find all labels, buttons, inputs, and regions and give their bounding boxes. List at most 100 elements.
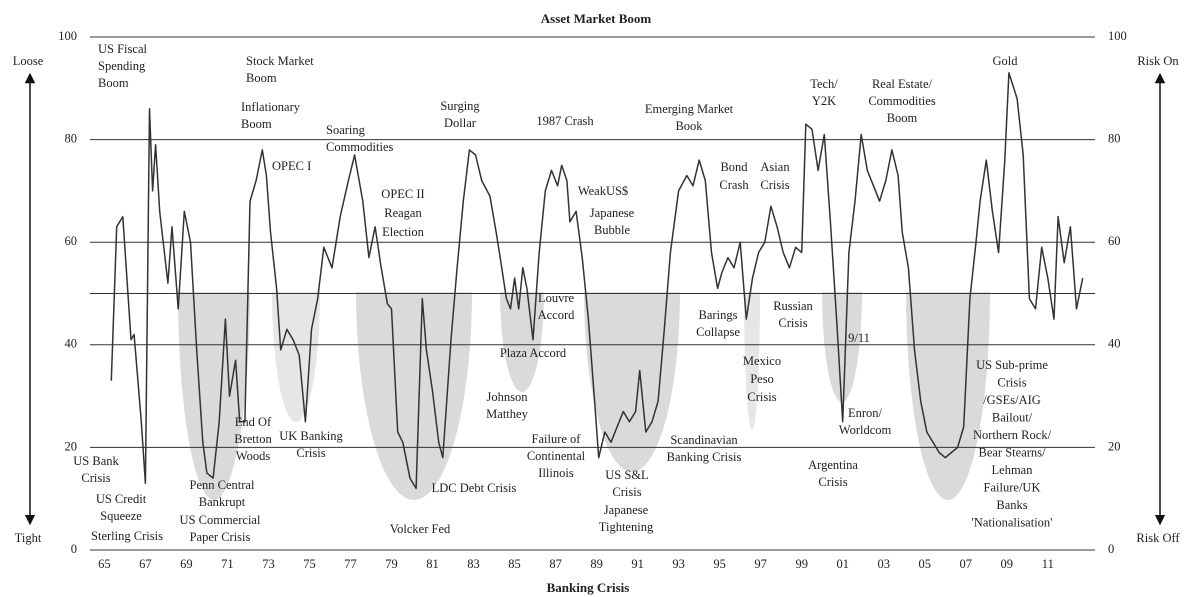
annotation: 9/11 [848,331,870,345]
annotation: Tech/ [810,77,838,91]
x-tick-label: 09 [1001,557,1014,571]
annotation: Reagan [384,206,422,220]
annotation: Crisis [760,178,789,192]
annotation: Election [382,225,424,239]
annotation: Barings [699,308,738,322]
annotation: Y2K [812,94,836,108]
x-tick-label: 01 [836,557,849,571]
annotation: Bubble [594,223,631,237]
annotation: Scandinavian [670,433,738,447]
x-tick-label: 83 [467,557,480,571]
crisis-shade [906,292,990,500]
y-tick-label: 60 [65,234,78,248]
annotation: OPEC I [272,159,311,173]
x-tick-label: 71 [221,557,234,571]
x-tick-label: 03 [877,557,890,571]
annotation: Gold [993,54,1019,68]
annotation: Banks [996,498,1027,512]
annotation: Bailout/ [992,410,1033,424]
annotation: /GSEs/AIG [983,393,1041,407]
annotation: Worldcom [839,423,892,437]
annotation: Tightening [599,520,654,534]
annotation: Crisis [997,375,1026,389]
annotation: Mexico [743,354,781,368]
annotation: Russian [773,299,813,313]
annotation: Louvre [538,291,575,305]
annotation: Enron/ [848,406,883,420]
annotation: LDC Debt Crisis [432,481,517,495]
annotation: Boom [887,111,918,125]
annotation: Illinois [538,466,574,480]
x-tick-label: 93 [672,557,685,571]
annotation: Spending [98,59,146,73]
x-tick-label: 77 [344,557,357,571]
x-tick-label: 79 [385,557,398,571]
annotation: Accord [538,308,576,322]
x-tick-label: 85 [508,557,521,571]
annotation: Squeeze [100,509,142,523]
annotation: US Fiscal [98,42,147,56]
crisis-shade [356,292,472,500]
y2-tick-label: 20 [1108,439,1121,453]
x-tick-label: 91 [631,557,644,571]
loose-label: Loose [13,54,44,68]
risk-off-label: Risk Off [1136,531,1180,545]
annotation: Woods [236,449,271,463]
crisis-shade [272,292,320,422]
annotation: Sterling Crisis [91,529,163,543]
annotation: Argentina [808,458,858,472]
annotation: Boom [241,117,272,131]
x-tick-label: 07 [960,557,973,571]
annotation: Plaza Accord [500,346,567,360]
annotation: Crisis [612,485,641,499]
annotation: Northern Rock/ [973,428,1052,442]
annotation: Book [675,119,703,133]
annotation: Commodities [326,140,394,154]
annotation: OPEC II [381,187,424,201]
x-tick-label: 73 [262,557,275,571]
annotation: Emerging Market [645,102,734,116]
annotation: Asian [760,160,790,174]
annotation: Peso [750,372,774,386]
grid [90,36,1095,551]
x-axis-title: Banking Crisis [547,580,630,595]
chart-title: Asset Market Boom [541,11,652,26]
x-tick-label: 99 [795,557,808,571]
x-tick-label: 81 [426,557,439,571]
annotation: Bond [720,160,748,174]
annotation: Boom [98,76,129,90]
annotation: Crisis [818,475,847,489]
annotation: Johnson [487,390,529,404]
y-tick-label: 40 [65,337,78,351]
risk-on-label: Risk On [1137,54,1179,68]
annotation: Bear Stearns/ [979,445,1047,459]
annotation: Commodities [868,94,936,108]
annotation: UK Banking [279,429,343,443]
annotation: Penn Central [190,478,255,492]
annotation: Crisis [296,446,325,460]
x-tick-label: 87 [549,557,562,571]
annotation: Soaring [326,123,366,137]
x-tick-label: 97 [754,557,767,571]
annotation: Boom [246,71,277,85]
annotation: Inflationary [241,100,301,114]
y2-tick-label: 100 [1108,29,1127,43]
crisis-shade [744,292,760,430]
annotation: Collapse [696,325,740,339]
annotation: US Commercial [180,513,261,527]
series-line [110,72,1084,490]
annotation: Bankrupt [199,495,246,509]
annotation: Bretton [234,432,272,446]
annotation: Paper Crisis [190,530,251,544]
annotation: Japanese [604,503,649,517]
annotation: US Credit [96,492,147,506]
x-tick-label: 69 [180,557,193,571]
annotation: Crisis [747,390,776,404]
y2-tick-label: 60 [1108,234,1121,248]
x-tick-label: 75 [303,557,316,571]
y-tick-label: 0 [71,542,77,556]
annotation: Surging [440,99,480,113]
x-tick-label: 65 [98,557,111,571]
annotation: Real Estate/ [872,77,933,91]
